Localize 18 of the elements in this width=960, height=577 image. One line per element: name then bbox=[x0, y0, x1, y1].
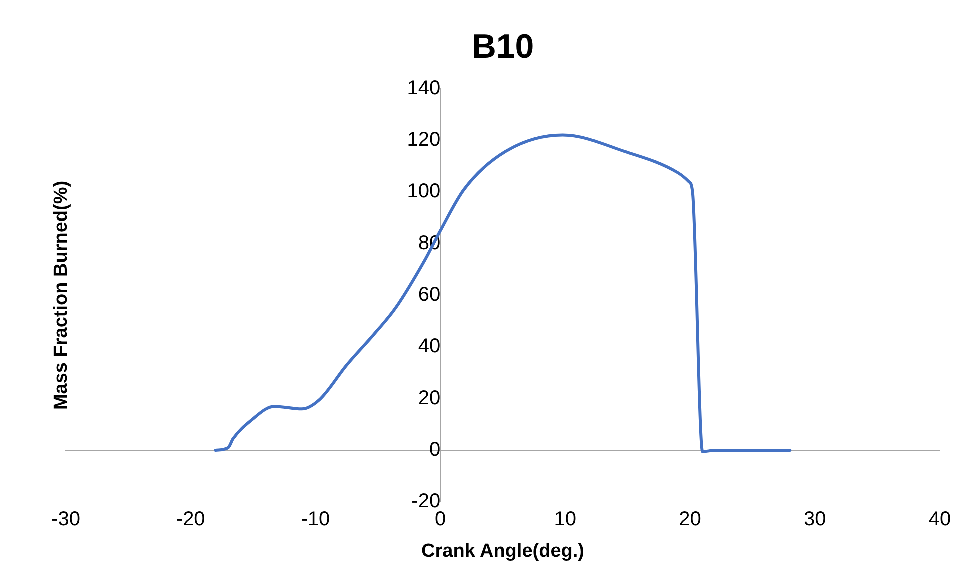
y-tick-label: 120 bbox=[407, 128, 441, 151]
y-axis-title: Mass Fraction Burned(%) bbox=[51, 180, 72, 410]
x-tick-label: 10 bbox=[554, 508, 577, 531]
x-tick-label: -20 bbox=[176, 508, 206, 531]
x-tick-label: 40 bbox=[928, 508, 952, 531]
y-tick-label: 0 bbox=[429, 439, 441, 462]
y-tick-label: 60 bbox=[418, 284, 441, 306]
y-tick-label: -20 bbox=[412, 490, 441, 513]
y-tick-label: 140 bbox=[407, 77, 441, 100]
x-tick-label: -30 bbox=[52, 508, 80, 531]
x-tick-label: 30 bbox=[804, 508, 826, 531]
y-tick-label: 40 bbox=[418, 336, 441, 358]
x-axis-title: Crank Angle(deg.) bbox=[422, 540, 584, 562]
x-tick-label: -10 bbox=[301, 508, 330, 531]
x-tick-label: 20 bbox=[679, 508, 702, 531]
y-tick-label: 100 bbox=[407, 180, 441, 203]
chart-title: B10 bbox=[472, 28, 534, 66]
y-tick-label: 20 bbox=[418, 387, 441, 410]
